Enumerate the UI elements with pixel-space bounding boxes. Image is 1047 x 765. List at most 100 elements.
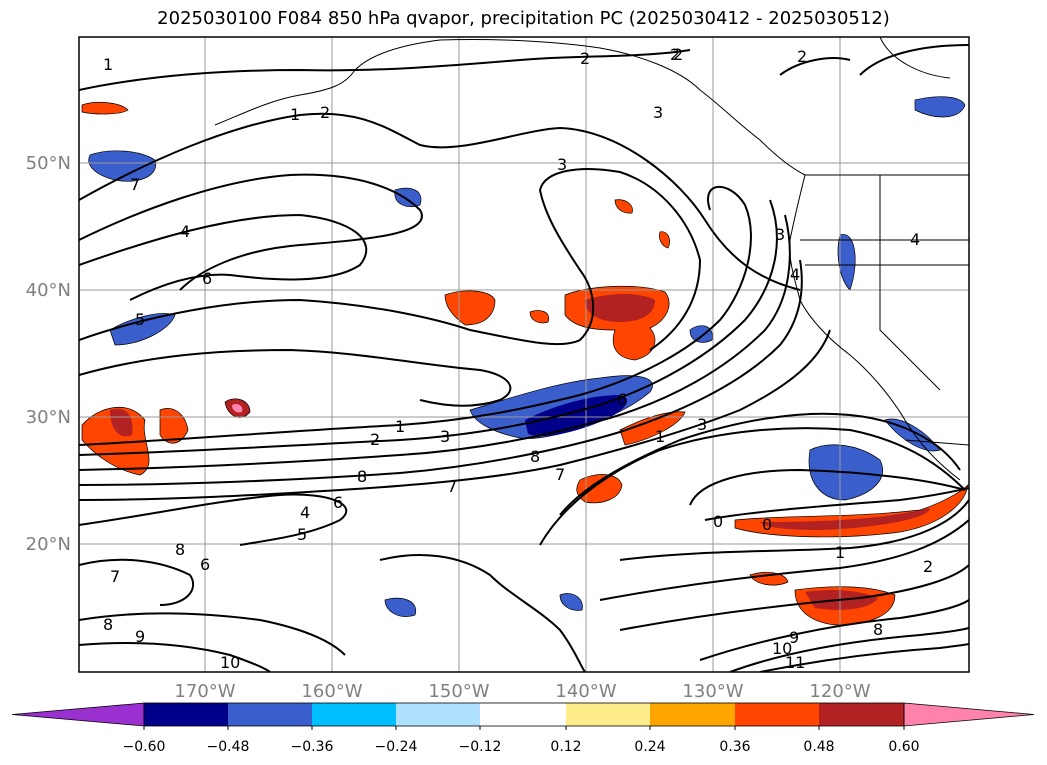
contour-label: 3: [440, 427, 450, 446]
negative-anomaly-region: [914, 96, 966, 118]
contour-label: 7: [555, 465, 565, 484]
colorbar-segment: [566, 703, 650, 726]
contour-label: 7: [110, 567, 120, 586]
contour-line: [779, 57, 851, 76]
contour-label: 8: [873, 620, 883, 639]
lon-label: 140°W: [555, 681, 616, 702]
colorbar-extend-high: [903, 702, 1035, 727]
contour-label: 10: [220, 653, 240, 672]
contour-line: [559, 412, 961, 516]
contour-label: 4: [180, 222, 190, 241]
contour-line: [859, 44, 969, 76]
qvapor-contours: [79, 44, 969, 672]
contour-label: 8: [357, 467, 367, 486]
colorbar-segment: [228, 703, 312, 726]
positive-anomaly-region: [576, 474, 623, 504]
colorbar-tick-labels: −0.60 −0.48 −0.36 −0.24 −0.12 0.12 0.24 …: [123, 739, 920, 755]
contour-label: 2: [670, 45, 680, 64]
positive-anomaly-core: [110, 408, 133, 437]
colorbar-segment: [735, 703, 819, 726]
colorbar-tick-label: 0.48: [803, 739, 834, 755]
colorbar-extend-low: [11, 702, 145, 727]
figure-title: 2025030100 F084 850 hPa qvapor, precipit…: [157, 8, 890, 29]
contour-label: 2: [580, 49, 590, 68]
gridlines: [79, 37, 969, 672]
contour-line: [619, 499, 969, 561]
contour-label: 4: [300, 503, 310, 522]
colorbar-tick-label: −0.24: [375, 739, 418, 755]
contour-line: [79, 642, 271, 672]
contour-label: 9: [789, 628, 799, 647]
contour-label: 2: [370, 430, 380, 449]
colorbar-tick-label: −0.60: [123, 739, 166, 755]
colorbar-segment: [312, 703, 396, 726]
contour-line: [79, 348, 512, 407]
longitude-labels: 170°W 160°W 150°W 140°W 130°W 120°W: [174, 681, 870, 702]
colorbar: −0.60 −0.48 −0.36 −0.24 −0.12 0.12 0.24 …: [11, 702, 1035, 755]
contour-line: [704, 487, 969, 521]
contour-label: 6: [617, 390, 627, 409]
contour-line: [79, 493, 348, 546]
contour-label: 8: [175, 540, 185, 559]
colorbar-segment: [144, 703, 228, 726]
contour-label: 3: [775, 225, 785, 244]
contour-line: [79, 558, 195, 606]
contour-label: 6: [333, 493, 343, 512]
contour-line: [79, 168, 702, 351]
alaska-coast: [214, 38, 806, 176]
contour-label: 2: [923, 557, 933, 576]
contour-label: 5: [135, 310, 145, 329]
contour-label: 8: [103, 615, 113, 634]
negative-anomaly-region: [394, 187, 422, 207]
state-border-ca-nv: [879, 265, 941, 391]
contour-line: [729, 627, 969, 672]
colorbar-tick-label: −0.12: [459, 739, 502, 755]
contour-line: [699, 599, 969, 661]
contour-label: 9: [135, 627, 145, 646]
contour-label: 1: [395, 417, 405, 436]
contour-label: 3: [557, 155, 567, 174]
contour-label: 1: [655, 427, 665, 446]
colorbar-tick-label: −0.48: [207, 739, 250, 755]
contour-labels: 1 2 2 2 2 3 3 3 4 4 4 5 6 7 1 2 3 8 7 6 …: [103, 45, 933, 672]
colorbar-tick-label: −0.36: [291, 739, 334, 755]
colorbar-segment: [650, 703, 735, 726]
contour-label: 8: [530, 447, 540, 466]
lon-label: 170°W: [174, 681, 235, 702]
contour-line: [79, 199, 778, 456]
positive-anomaly-peak: [232, 403, 243, 413]
contour-line: [539, 427, 966, 546]
latitude-labels: 50°N 40°N 30°N 20°N: [26, 153, 71, 555]
negative-anomaly-region: [884, 418, 941, 452]
contour-label: 3: [697, 415, 707, 434]
contour-line: [79, 612, 346, 656]
contour-label: 1: [835, 543, 845, 562]
negative-anomaly-region: [559, 593, 583, 611]
contour-label: 2: [320, 103, 330, 122]
contour-line: [79, 259, 803, 486]
colorbar-tick-label: 0.24: [634, 739, 665, 755]
positive-anomaly-region: [529, 310, 550, 324]
contour-line: [599, 519, 969, 601]
contour-label: 1: [290, 105, 300, 124]
lon-label: 130°W: [682, 681, 743, 702]
colorbar-tick-label: 0.12: [550, 739, 581, 755]
contour-line: [759, 643, 969, 672]
lon-label: 150°W: [428, 681, 489, 702]
us-mexico-border: [904, 439, 969, 446]
contour-line: [619, 564, 969, 631]
negative-anomaly-region: [689, 325, 713, 343]
colorbar-frame: [143, 702, 905, 727]
contour-label: 11: [785, 653, 805, 672]
contour-label: 10: [772, 639, 792, 658]
contour-line: [79, 185, 752, 446]
lon-label: 120°W: [809, 681, 870, 702]
positive-anomaly-region: [614, 199, 633, 214]
lat-label: 50°N: [26, 153, 71, 174]
contour-label: 3: [653, 103, 663, 122]
contour-label: 0: [713, 512, 723, 531]
positive-anomaly-core: [760, 508, 930, 530]
lat-label: 30°N: [26, 407, 71, 428]
map-area: 1 2 2 2 2 3 3 3 4 4 4 5 6 7 1 2 3 8 7 6 …: [79, 37, 969, 672]
positive-anomaly-region: [659, 231, 670, 249]
